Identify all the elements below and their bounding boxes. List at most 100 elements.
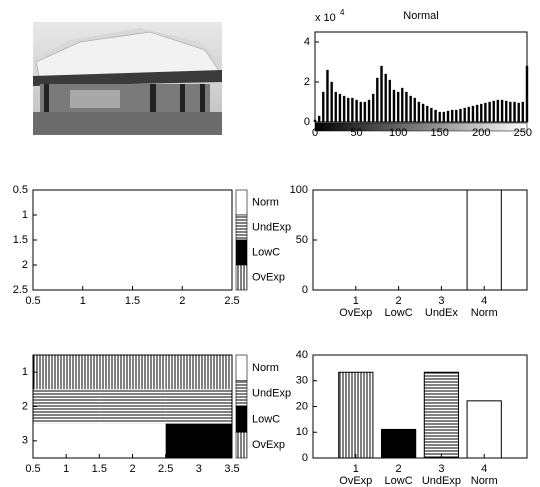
- legend-label: LowC: [252, 246, 280, 258]
- bar: [492, 100, 495, 123]
- bar: [417, 101, 421, 123]
- bar: [459, 108, 462, 123]
- x-tick-label: 4: [481, 295, 487, 307]
- y-tick-label: 2: [22, 259, 28, 271]
- x-tick-label: 1.5: [125, 295, 140, 307]
- bar: [317, 115, 321, 123]
- bar: [466, 400, 502, 459]
- bar: [347, 97, 350, 123]
- bar: [509, 101, 512, 123]
- bar: [376, 77, 379, 123]
- bar: [450, 109, 454, 123]
- x-tick-label: 1.5: [92, 463, 107, 475]
- y-tick-label: 0.5: [13, 184, 28, 196]
- y-tick-label: 0: [304, 116, 310, 128]
- y-tick-label: 30: [296, 375, 308, 387]
- category-label: UndEx: [425, 307, 459, 319]
- bar: [423, 371, 460, 459]
- y-tick-label: 20: [296, 400, 308, 412]
- category-label: LowC: [385, 475, 413, 487]
- cell: [165, 355, 232, 390]
- legend-swatch: [235, 239, 248, 266]
- legend-label: UndExp: [252, 221, 291, 233]
- bar: [359, 101, 362, 123]
- cell: [99, 423, 166, 458]
- y-tick-label: 10: [296, 426, 308, 438]
- cell: [33, 423, 100, 458]
- x-tick-label: 2: [396, 463, 402, 475]
- category-label: UndExp: [422, 475, 461, 487]
- y-tick-label: 3: [22, 435, 28, 447]
- bar: [426, 105, 429, 123]
- x-tick-label: 2: [396, 295, 402, 307]
- y-tick-label: 0: [302, 284, 308, 296]
- y-tick-label: 2: [22, 400, 28, 412]
- bar: [467, 106, 470, 123]
- y-tick-label: 1: [22, 209, 28, 221]
- axes-background: [315, 32, 527, 122]
- x-tick-label: 250: [514, 127, 532, 139]
- legend-label: Norm: [252, 196, 279, 208]
- bar: [505, 100, 508, 123]
- legend-swatch: [235, 406, 248, 433]
- bar: [322, 91, 325, 123]
- bar: [367, 99, 371, 123]
- legend-label: OvExp: [252, 439, 285, 451]
- legend-swatch: [235, 189, 248, 216]
- x-tick-label: 1: [80, 295, 86, 307]
- x-tick-label: 0.5: [25, 463, 40, 475]
- x-tick-label: 4: [481, 463, 487, 475]
- bar: [496, 99, 500, 123]
- category-label: LowC: [385, 307, 413, 319]
- chart-title: Normal: [403, 10, 438, 22]
- bar: [342, 95, 346, 123]
- x-tick-label: 100: [389, 127, 407, 139]
- bar: [338, 93, 342, 123]
- x-tick-label: 0.5: [25, 295, 40, 307]
- category-label: Norm: [471, 475, 498, 487]
- x-tick-label: 2.5: [224, 295, 239, 307]
- bar: [434, 109, 437, 123]
- x-tick-label: 3: [438, 463, 444, 475]
- category-label: OvExp: [339, 307, 372, 319]
- bar: [351, 97, 354, 123]
- cell: [33, 355, 100, 390]
- cell: [99, 389, 166, 424]
- bar: [430, 107, 433, 123]
- category-label: OvExp: [339, 475, 372, 487]
- bar: [413, 97, 416, 123]
- legend-swatch: [235, 354, 248, 382]
- bar: [471, 105, 475, 123]
- bar: [442, 111, 446, 123]
- multiplier-exponent: 4: [340, 8, 345, 17]
- legend-swatch: [235, 431, 248, 459]
- legend-label: LowC: [252, 413, 280, 425]
- y-tick-label: 2: [304, 76, 310, 88]
- bar: [405, 91, 408, 123]
- bar: [372, 93, 375, 123]
- legend-label: OvExp: [252, 271, 285, 283]
- y-tick-label: 0: [302, 452, 308, 464]
- x-tick-label: 0: [312, 127, 318, 139]
- bar: [517, 102, 520, 123]
- bar: [401, 87, 404, 123]
- x-tick-label: 1: [353, 295, 359, 307]
- x-tick-label: 3: [438, 295, 444, 307]
- cell: [99, 355, 166, 390]
- bar: [466, 189, 502, 291]
- bar: [392, 89, 396, 123]
- bar: [446, 110, 450, 123]
- bar: [334, 91, 337, 123]
- legend-swatch: [235, 380, 248, 407]
- x-tick-label: 2: [179, 295, 185, 307]
- y-tick-label: 40: [296, 349, 308, 361]
- bar: [513, 101, 516, 123]
- x-tick-label: 3.5: [224, 463, 239, 475]
- legend-swatch: [235, 214, 248, 241]
- bar: [463, 107, 466, 123]
- axes-frame: [314, 31, 528, 123]
- legend-label: UndExp: [252, 388, 291, 400]
- x-tick-label: 200: [472, 127, 490, 139]
- bar: [484, 102, 487, 123]
